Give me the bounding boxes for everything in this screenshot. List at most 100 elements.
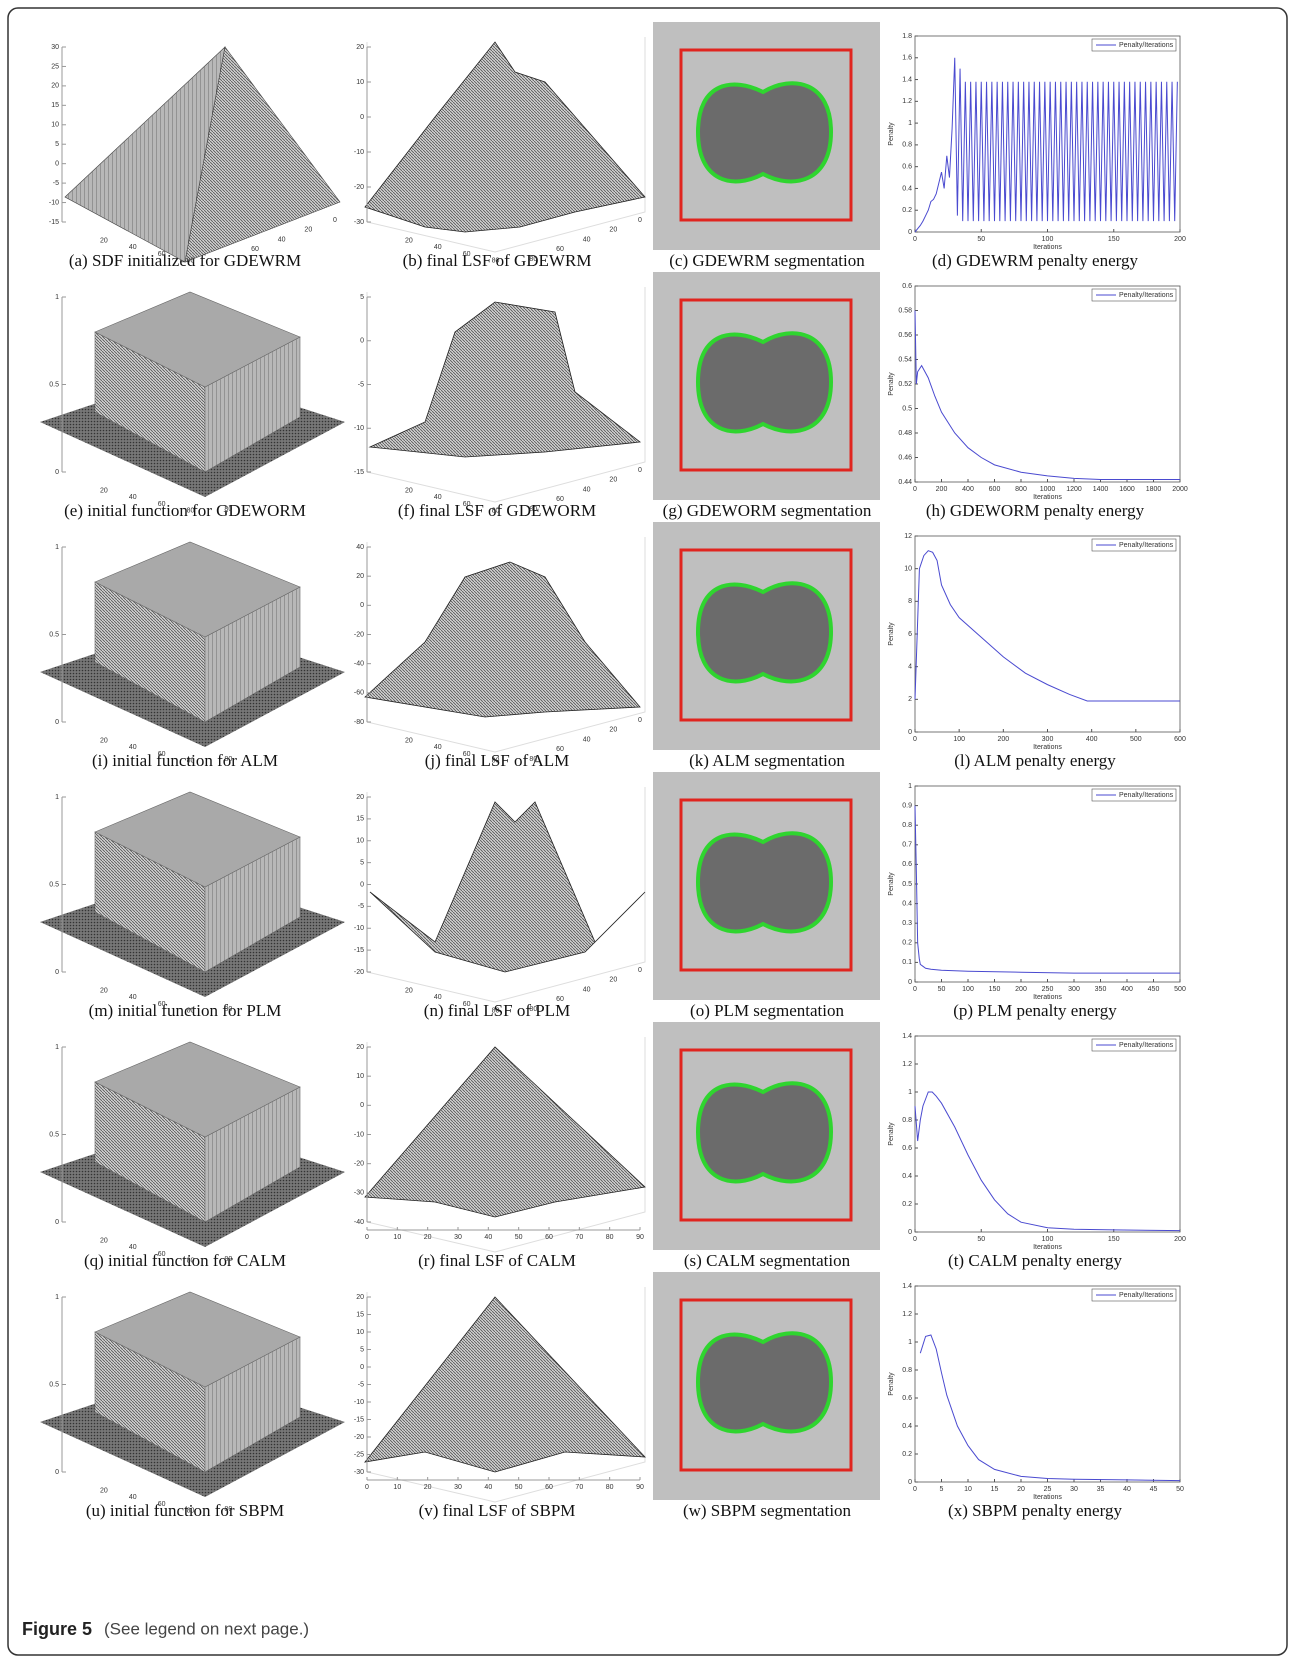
x-tick-label: 300 [1042, 736, 1054, 743]
page: Figure 5 (See legend on next page.) (a) … [0, 0, 1295, 1663]
x-tick-label: 50 [515, 1484, 523, 1491]
z-tick-label: -10 [354, 925, 364, 932]
y-axis-label: Penalty [888, 1122, 895, 1146]
y-tick-label: 40 [583, 236, 591, 243]
y-tick-label: 80 [224, 1256, 232, 1263]
legend-label: Penalty/Iterations [1119, 42, 1174, 49]
x-tick-label: 20 [424, 1484, 432, 1491]
x-tick-label: 60 [545, 1484, 553, 1491]
z-tick-label: 5 [55, 141, 59, 148]
x-tick-label: 60 [463, 501, 471, 508]
y-tick-label: 0.8 [902, 1117, 912, 1124]
z-tick-label: 0 [55, 161, 59, 168]
x-tick-label: 20 [405, 238, 413, 245]
x-tick-label: 450 [1148, 986, 1160, 993]
x-tick-label: 25 [1044, 1486, 1052, 1493]
x-tick-label: 10 [964, 1486, 972, 1493]
z-tick-label: 25 [51, 63, 59, 70]
x-tick-label: 0 [913, 736, 917, 743]
x-tick-label: 20 [100, 988, 108, 995]
z-tick-label: -60 [354, 690, 364, 697]
x-tick-label: 80 [492, 1008, 500, 1015]
y-tick-label: 0.3 [902, 920, 912, 927]
surface-mesh [370, 802, 645, 972]
z-tick-label: 0.5 [49, 631, 59, 638]
figure-caption: (See legend on next page.) [104, 1619, 309, 1638]
y-tick-label: 6 [908, 631, 912, 638]
x-tick-label: 20 [100, 738, 108, 745]
surface-mesh [370, 302, 640, 457]
panel-caption: (q) initial function for CALM [84, 1251, 286, 1270]
x-tick-label: 90 [636, 1484, 644, 1491]
x-axis-label: Iterations [1033, 1244, 1062, 1251]
z-tick-label: 20 [356, 1044, 364, 1051]
y-tick-label: 80 [529, 1006, 537, 1013]
x-axis-label: Iterations [1033, 494, 1062, 501]
x-tick-label: 60 [463, 251, 471, 258]
y-tick-label: 20 [609, 977, 617, 984]
z-tick-label: 0 [360, 114, 364, 121]
legend-label: Penalty/Iterations [1119, 1042, 1174, 1049]
y-tick-label: 0.56 [898, 332, 912, 339]
z-tick-label: -5 [358, 903, 364, 910]
z-tick-label: 20 [356, 794, 364, 801]
x-tick-label: 20 [1017, 1486, 1025, 1493]
x-tick-label: 80 [606, 1234, 614, 1241]
y-tick-label: 1 [908, 1339, 912, 1346]
x-tick-label: 90 [636, 1234, 644, 1241]
panel-caption: (x) SBPM penalty energy [948, 1501, 1122, 1520]
x-tick-label: 0 [365, 1234, 369, 1241]
panel-caption: (l) ALM penalty energy [954, 751, 1116, 770]
y-tick-label: 0.2 [902, 1451, 912, 1458]
z-tick-label: -20 [354, 969, 364, 976]
y-tick-label: 0.44 [898, 479, 912, 486]
z-tick-label: -10 [354, 425, 364, 432]
x-tick-label: 150 [1108, 1236, 1120, 1243]
x-tick-label: 35 [1097, 1486, 1105, 1493]
panel-caption: (s) CALM segmentation [684, 1251, 851, 1270]
y-tick-label: 0 [908, 1229, 912, 1236]
y-tick-label: 1 [908, 783, 912, 790]
legend-label: Penalty/Iterations [1119, 792, 1174, 799]
legend-label: Penalty/Iterations [1119, 1292, 1174, 1299]
y-tick-label: 60 [556, 996, 564, 1003]
x-tick-label: 800 [1015, 486, 1027, 493]
y-tick-label: 0.6 [902, 1145, 912, 1152]
panel-caption: (c) GDEWRM segmentation [669, 251, 865, 270]
segmented-object [698, 1083, 831, 1181]
z-tick-label: -10 [354, 149, 364, 156]
z-tick-label: 10 [51, 122, 59, 129]
surface-mesh [365, 562, 640, 717]
y-tick-label: 0.2 [902, 207, 912, 214]
x-tick-label: 2000 [1172, 486, 1188, 493]
z-tick-label: 20 [356, 573, 364, 580]
y-tick-label: 0.8 [902, 142, 912, 149]
z-tick-label: 0.5 [49, 381, 59, 388]
x-tick-label: 80 [187, 1508, 195, 1515]
y-axis-label: Penalty [888, 1372, 895, 1396]
plot-area [915, 1286, 1180, 1482]
z-tick-label: -25 [354, 1451, 364, 1458]
x-tick-label: 1200 [1066, 486, 1082, 493]
x-tick-label: 50 [938, 986, 946, 993]
x-tick-label: 10 [393, 1234, 401, 1241]
z-tick-label: 5 [360, 1346, 364, 1353]
x-tick-label: 20 [100, 1238, 108, 1245]
y-tick-label: 60 [556, 746, 564, 753]
x-tick-label: 60 [158, 1001, 166, 1008]
z-tick-label: 1 [55, 544, 59, 551]
x-tick-label: 1800 [1146, 486, 1162, 493]
x-tick-label: 40 [434, 994, 442, 1001]
y-tick-label: 10 [904, 566, 912, 573]
z-tick-label: -20 [354, 1434, 364, 1441]
final-contour [698, 1333, 831, 1431]
z-tick-label: 10 [356, 838, 364, 845]
x-tick-label: 80 [187, 1258, 195, 1265]
x-tick-label: 5 [940, 1486, 944, 1493]
y-tick-label: 0.58 [898, 307, 912, 314]
y-tick-label: 0 [908, 729, 912, 736]
y-tick-label: 80 [224, 1006, 232, 1013]
x-axis-label: Iterations [1033, 244, 1062, 251]
y-tick-label: 0.6 [902, 283, 912, 290]
y-tick-label: 0.48 [898, 430, 912, 437]
